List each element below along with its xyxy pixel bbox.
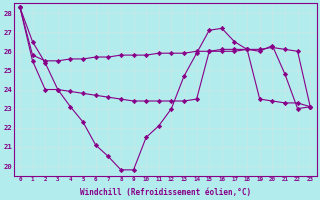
X-axis label: Windchill (Refroidissement éolien,°C): Windchill (Refroidissement éolien,°C) [79, 188, 251, 197]
